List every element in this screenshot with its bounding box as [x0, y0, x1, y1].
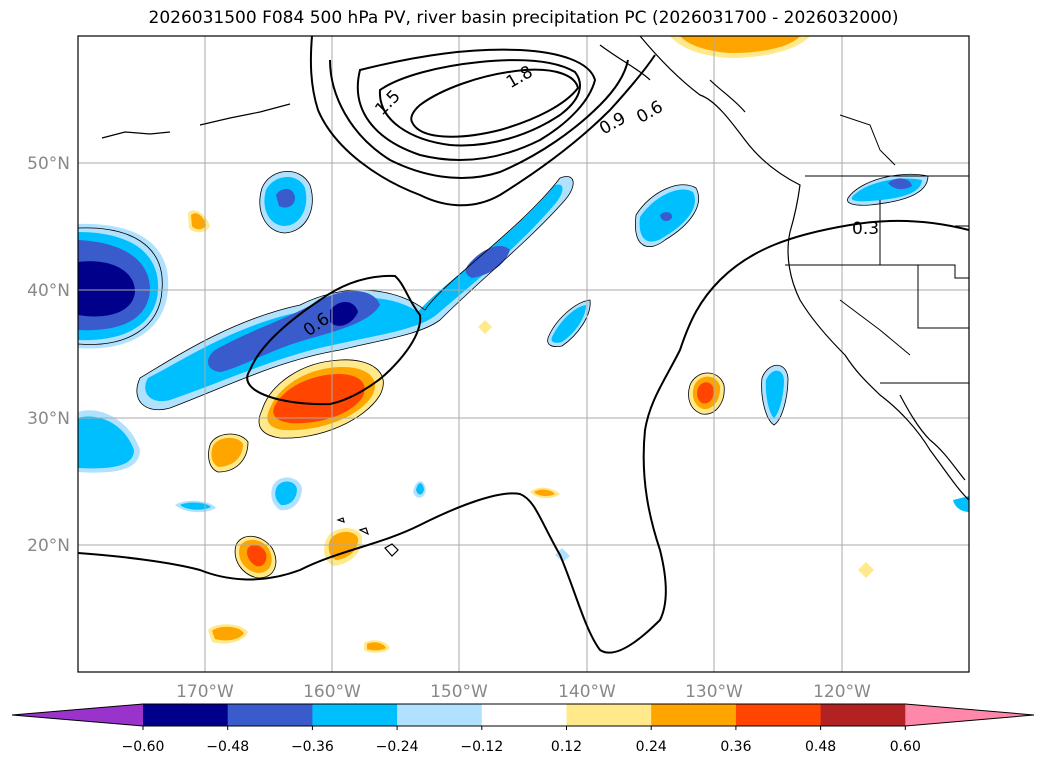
precip-blob	[858, 562, 874, 578]
precip-blob	[191, 213, 206, 230]
precip-blob	[765, 370, 784, 418]
precip-blob	[276, 188, 295, 208]
colorbar-tick-label: −0.60	[122, 739, 165, 755]
map-title: 2026031500 F084 500 hPa PV, river basin …	[148, 8, 899, 28]
precip-blob	[478, 320, 492, 334]
precip-band	[465, 245, 510, 278]
pv-contours	[78, 36, 969, 654]
colorbar-segment	[481, 704, 567, 726]
pv-contour-0-6	[309, 36, 656, 207]
colorbar-segment	[820, 704, 906, 726]
colorbar-tick-label: −0.24	[376, 739, 419, 755]
lon-label: 140°W	[558, 682, 616, 702]
colorbar-extend-min	[12, 704, 143, 726]
colorbar-tick-label: −0.48	[206, 739, 249, 755]
colorbar: −0.60 −0.48 −0.36 −0.24 −0.12 0.12 0.24 0.36 0.4…	[11, 703, 1035, 755]
colorbar-segment	[566, 704, 652, 726]
colorbar-segment	[735, 704, 822, 726]
colorbar-tick-label: 0.48	[805, 739, 836, 755]
precip-blob	[953, 496, 969, 512]
lat-label: 30°N	[27, 409, 70, 429]
precip-blob	[660, 212, 673, 222]
lon-label: 150°W	[430, 682, 488, 702]
pv-contour-0-9	[329, 59, 629, 179]
precip-blob	[888, 178, 912, 190]
borders	[785, 114, 969, 384]
colorbar-segment	[651, 704, 737, 726]
colorbar-segment	[227, 704, 313, 726]
precip-blob	[416, 483, 424, 495]
colorbar-tick-label: 0.36	[720, 739, 751, 755]
lat-label: 20°N	[27, 536, 70, 556]
lat-labels: 50°N 40°N 30°N 20°N	[27, 154, 70, 556]
colorbar-tick-label: −0.12	[460, 739, 503, 755]
plot-frame	[77, 35, 970, 673]
precip-blob	[212, 626, 244, 641]
precip-blob	[211, 437, 243, 467]
precip-blob	[246, 544, 267, 567]
precip-blob	[534, 489, 555, 497]
precip-blob	[180, 502, 211, 510]
precip-blob	[328, 531, 359, 560]
lat-label: 40°N	[27, 281, 70, 301]
precip-blob	[78, 416, 134, 469]
colorbar-segment	[143, 704, 229, 726]
contour-label: 0.3	[852, 219, 879, 239]
precip-shading	[78, 36, 969, 653]
pv-contour-1-8	[410, 68, 580, 138]
precip-blob	[78, 261, 135, 317]
colorbar-tick-label: 0.60	[890, 739, 921, 755]
lon-labels: 170°W 160°W 150°W 140°W 130°W 120°W	[176, 682, 871, 702]
colorbar-segment	[397, 704, 483, 726]
colorbar-tick-label: 0.24	[636, 739, 667, 755]
pv-contour-1-2	[356, 48, 597, 161]
colorbar-extend-max	[905, 704, 1034, 726]
lon-label: 120°W	[813, 682, 871, 702]
colorbar-segment	[312, 704, 398, 726]
precip-blob	[367, 642, 386, 651]
lon-label: 130°W	[685, 682, 743, 702]
coastlines	[101, 36, 969, 557]
precip-blob	[697, 382, 714, 404]
lon-label: 170°W	[176, 682, 234, 702]
colorbar-tick-label: 0.12	[551, 739, 582, 755]
precip-blob	[680, 36, 800, 53]
precip-blob	[551, 305, 586, 343]
precip-blob	[275, 481, 297, 506]
pv-contour-1-5	[378, 59, 581, 147]
precip-band	[330, 301, 358, 326]
lon-label: 160°W	[303, 682, 361, 702]
gridlines	[78, 36, 969, 672]
precip-blob	[273, 374, 365, 424]
pv-contour-0-6-south	[246, 274, 422, 406]
pv-contour-0-3	[78, 219, 969, 654]
colorbar-tick-label: −0.36	[291, 739, 334, 755]
lat-label: 50°N	[27, 154, 70, 174]
